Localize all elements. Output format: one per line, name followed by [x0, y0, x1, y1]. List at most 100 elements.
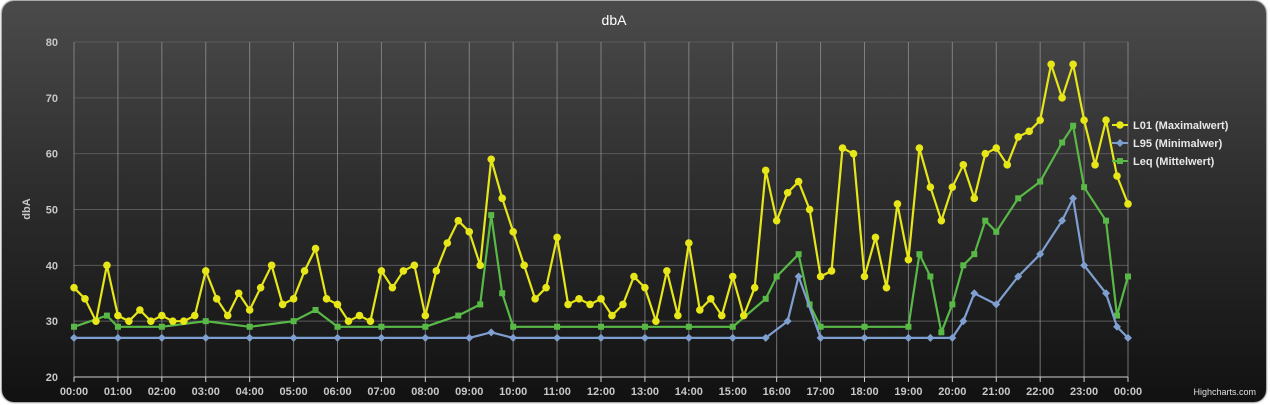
legend-label: Leq (Mittelwert)	[1133, 156, 1215, 168]
data-point	[1014, 272, 1023, 281]
data-point	[553, 233, 561, 242]
y-axis-ticks: 20 30 40 50 60 70 80	[46, 37, 58, 384]
data-point	[267, 261, 276, 270]
data-point	[103, 312, 110, 319]
data-point	[344, 317, 353, 325]
credits-link[interactable]: Highcharts.com	[1193, 387, 1256, 397]
data-point	[816, 333, 825, 342]
data-point	[948, 333, 957, 342]
legend-item[interactable]: L01 (Maximalwert)	[1112, 120, 1229, 132]
data-point	[860, 333, 869, 342]
data-point	[1069, 60, 1077, 69]
data-point	[289, 295, 298, 303]
data-point	[1080, 116, 1088, 124]
data-point	[1091, 161, 1099, 169]
data-point	[510, 323, 517, 330]
x-tick-label: 14:00	[675, 386, 703, 398]
y-tick-label: 80	[46, 37, 58, 49]
data-point	[827, 267, 836, 275]
legend-item[interactable]: Leq (Mittelwert)	[1112, 156, 1215, 168]
data-point	[575, 295, 583, 303]
data-point	[772, 216, 781, 225]
data-point	[685, 323, 692, 330]
data-point	[136, 306, 144, 314]
data-point	[640, 333, 649, 342]
data-point	[849, 149, 858, 158]
data-point	[476, 261, 485, 270]
data-point	[959, 317, 968, 326]
legend-label: L95 (Minimalwer)	[1133, 138, 1223, 150]
data-point	[190, 311, 199, 320]
x-tick-label: 03:00	[192, 386, 220, 398]
y-axis-label: dbA	[21, 198, 33, 219]
data-point	[223, 311, 232, 320]
data-point	[882, 283, 891, 292]
series-line	[74, 197, 1129, 339]
data-point	[378, 323, 385, 330]
data-point	[938, 329, 945, 336]
data-point	[290, 318, 297, 325]
data-point	[114, 311, 122, 320]
data-point	[256, 283, 265, 292]
x-tick-label: 09:00	[455, 386, 483, 398]
data-point	[728, 272, 737, 281]
data-point	[432, 267, 441, 275]
data-point	[1037, 178, 1044, 185]
data-point	[157, 333, 166, 342]
data-point	[355, 311, 364, 320]
x-tick-label: 00:00	[1114, 386, 1142, 398]
data-point	[455, 312, 462, 319]
data-point	[410, 261, 419, 270]
data-point	[783, 317, 792, 326]
legend[interactable]: L01 (Maximalwert) L95 (Minimalwer) Leq (Mi…	[1112, 120, 1229, 168]
data-point	[465, 228, 474, 236]
x-tick-label: 13:00	[631, 386, 659, 398]
data-point	[597, 295, 605, 303]
data-point	[795, 251, 802, 258]
data-point	[70, 283, 78, 292]
data-point	[684, 333, 693, 342]
data-point	[71, 323, 77, 330]
data-point	[816, 272, 825, 281]
data-point	[333, 333, 342, 342]
data-point	[1036, 116, 1044, 124]
data-point	[311, 244, 320, 253]
data-point	[1103, 217, 1110, 224]
x-tick-label: 00:00	[60, 386, 88, 398]
data-point	[1102, 116, 1110, 124]
data-point	[498, 194, 506, 203]
data-point	[201, 333, 210, 342]
data-point	[520, 261, 528, 270]
data-point	[113, 333, 122, 342]
data-point	[652, 317, 660, 325]
series-line	[73, 124, 1130, 334]
x-tick-label: 08:00	[411, 386, 439, 398]
data-point	[905, 323, 912, 330]
data-point	[971, 251, 978, 258]
data-point	[114, 323, 121, 330]
data-point	[169, 317, 177, 325]
data-point	[312, 307, 319, 313]
data-point	[608, 311, 616, 320]
x-tick-label: 04:00	[236, 386, 264, 398]
data-point	[377, 267, 386, 275]
data-point	[488, 212, 495, 219]
legend-item[interactable]: L95 (Minimalwer)	[1112, 138, 1223, 150]
data-point	[487, 155, 496, 164]
data-point	[202, 318, 209, 325]
data-point	[1113, 172, 1121, 180]
data-point	[289, 333, 298, 342]
x-tick-label: 07:00	[367, 386, 395, 398]
data-point	[1113, 322, 1122, 331]
data-point	[992, 300, 1001, 309]
legend-symbol	[1116, 139, 1124, 147]
data-point	[937, 216, 946, 225]
y-tick-label: 30	[46, 316, 58, 328]
data-point	[1080, 261, 1089, 270]
data-point	[1036, 250, 1045, 259]
data-point	[487, 328, 496, 337]
data-point	[81, 295, 89, 303]
data-point	[422, 323, 429, 330]
